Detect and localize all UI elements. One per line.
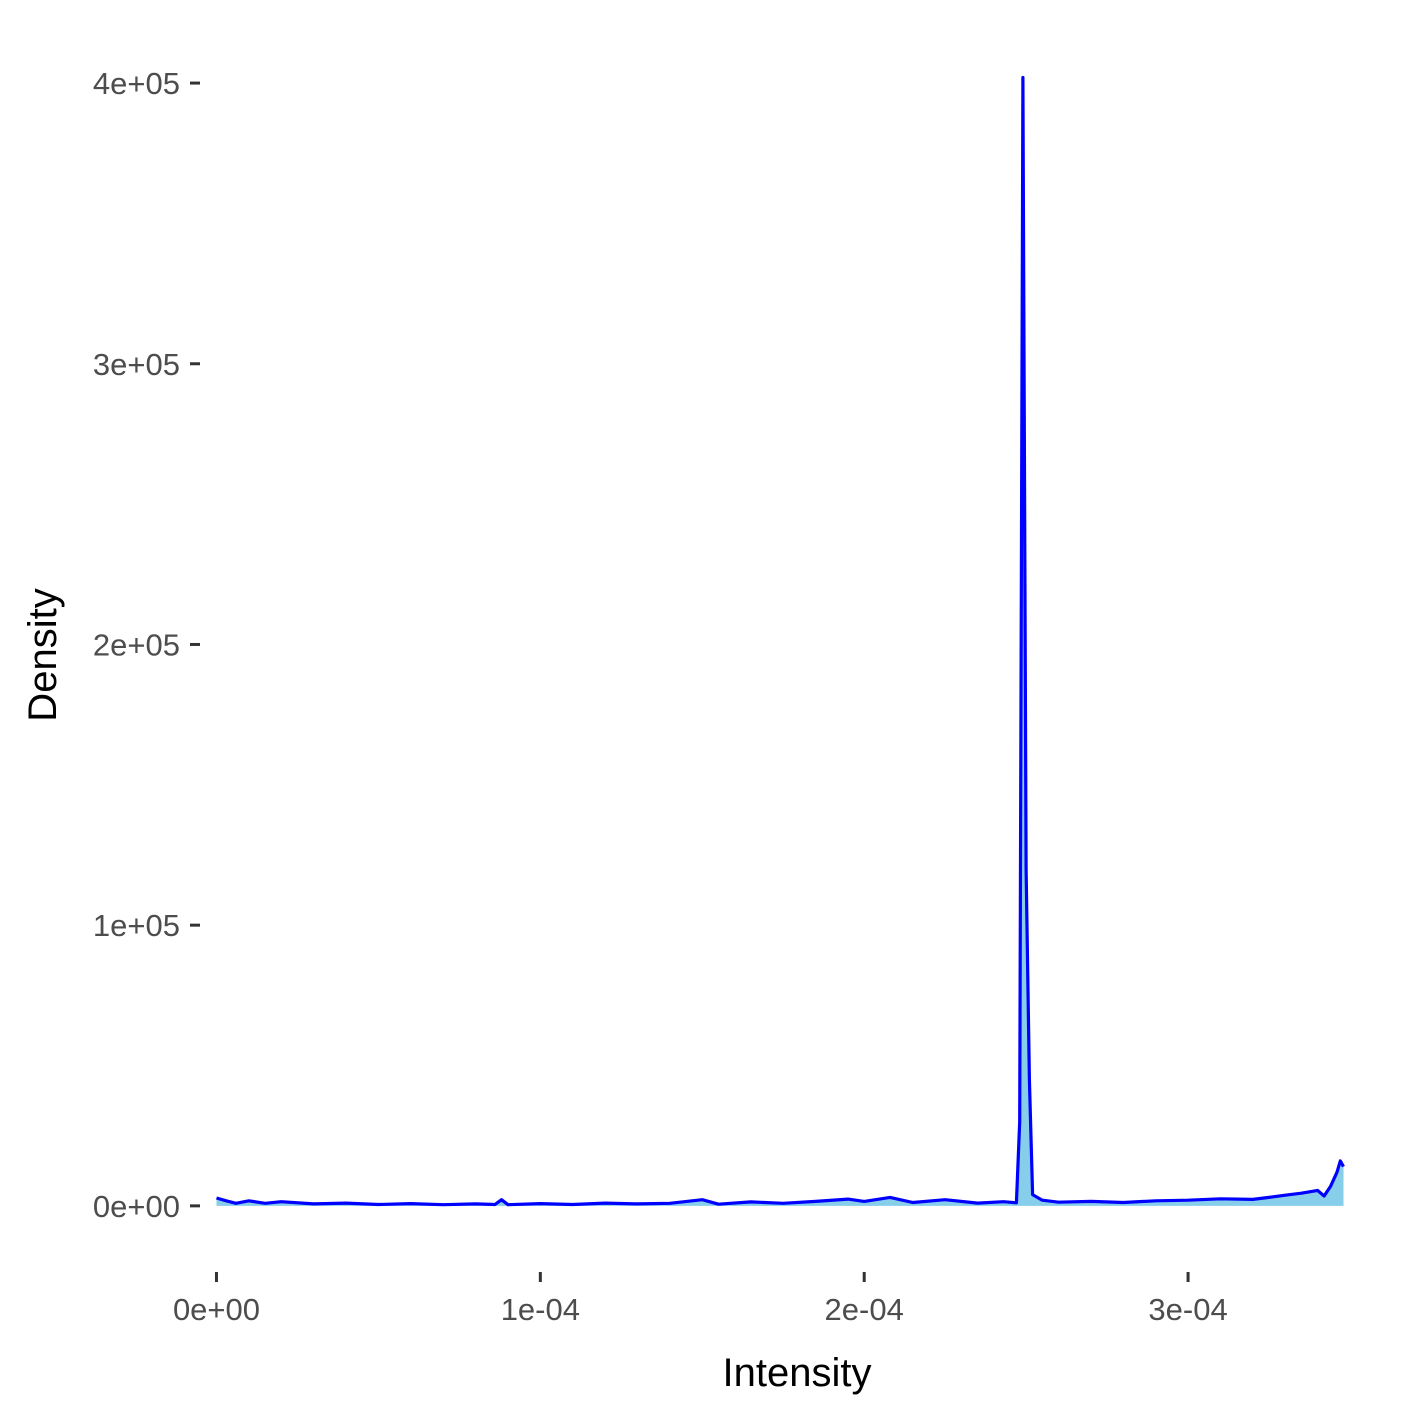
x-tick-label: 0e+00 bbox=[173, 1292, 260, 1327]
density-area-fill-0 bbox=[216, 77, 1344, 1206]
y-axis-title: Density bbox=[21, 588, 65, 721]
y-tick-label: 1e+05 bbox=[93, 908, 180, 943]
y-tick-label: 4e+05 bbox=[93, 66, 180, 101]
x-axis-title: Intensity bbox=[723, 1351, 872, 1395]
x-tick-label: 1e-04 bbox=[501, 1292, 580, 1327]
x-tick-label: 2e-04 bbox=[825, 1292, 904, 1327]
y-tick-label: 2e+05 bbox=[93, 627, 180, 662]
x-axis: 0e+00 1e-04 2e-04 3e-04 bbox=[173, 1272, 1228, 1327]
y-tick-label: 0e+00 bbox=[93, 1189, 180, 1224]
y-tick-label: 3e+05 bbox=[93, 347, 180, 382]
x-tick-label: 3e-04 bbox=[1148, 1292, 1227, 1327]
y-axis: 0e+00 1e+05 2e+05 3e+05 4e+05 bbox=[93, 66, 200, 1224]
density-line-0 bbox=[216, 75, 1345, 1207]
plot-area bbox=[216, 75, 1345, 1207]
